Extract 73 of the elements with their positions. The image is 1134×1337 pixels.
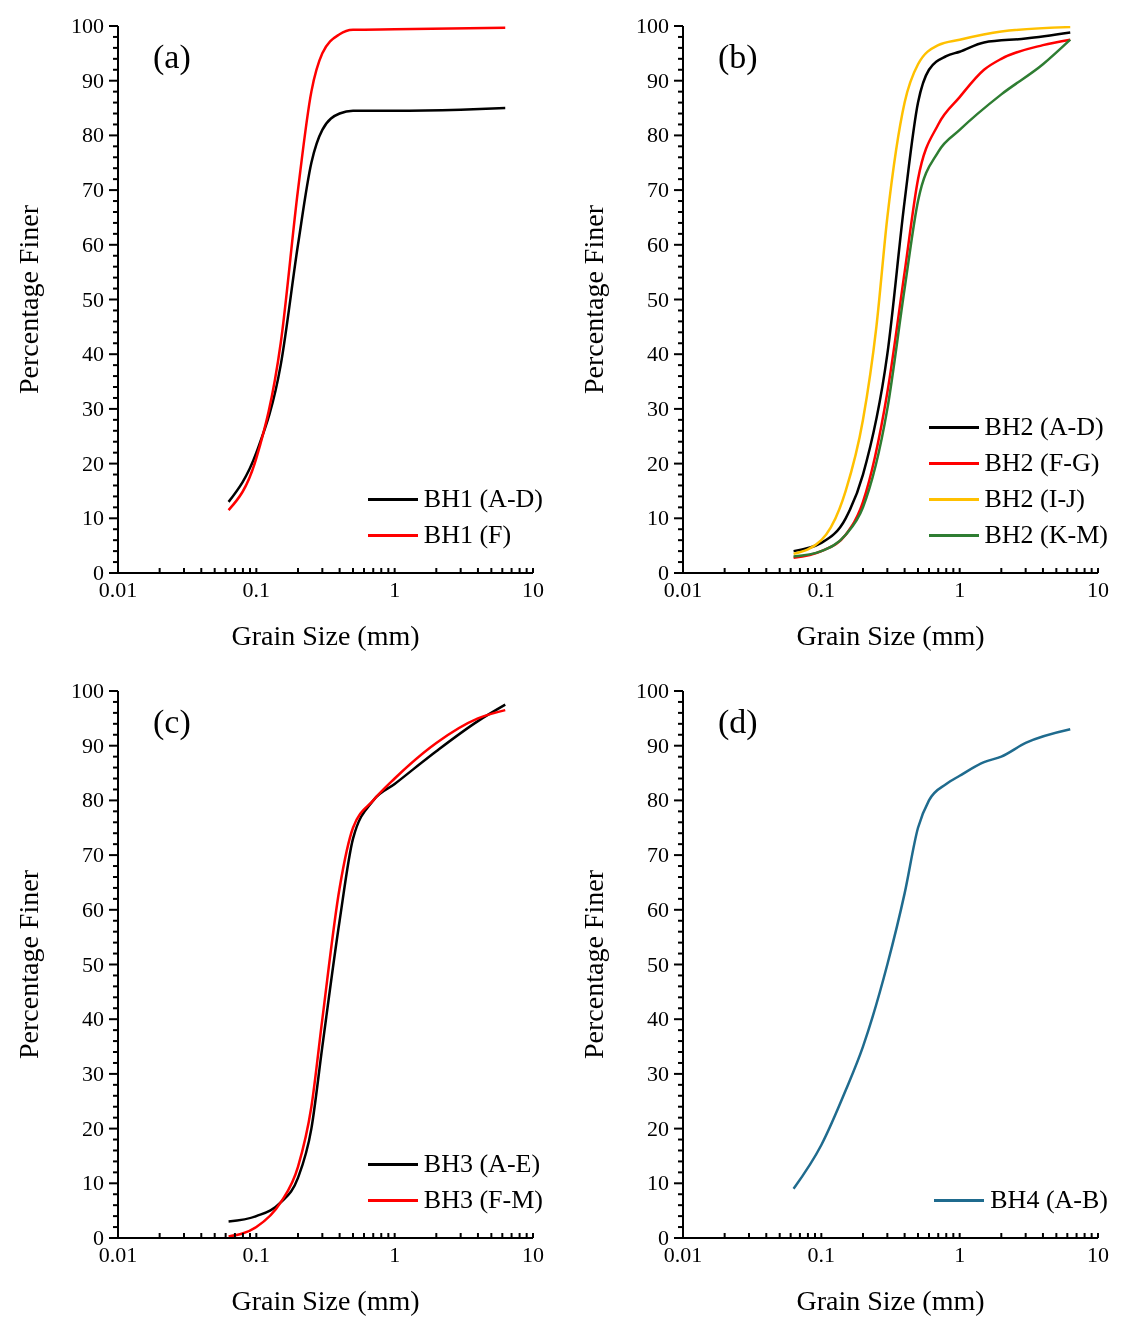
chart-title: (a) [153, 38, 191, 76]
y-tick-label: 70 [647, 177, 669, 203]
y-tick-label: 10 [82, 505, 104, 531]
legend-label: BH3 (F-M) [423, 1185, 543, 1215]
y-axis-title: Percentage Finer [12, 869, 44, 1059]
y-axis-title: Percentage Finer [577, 204, 609, 394]
y-tick-label: 80 [647, 787, 669, 813]
y-tick-label: 30 [647, 1060, 669, 1086]
legend-label: BH2 (A-D) [984, 412, 1104, 442]
y-tick-label: 80 [82, 787, 104, 813]
x-tick-label: 0.1 [242, 1242, 271, 1267]
y-tick-label: 100 [636, 678, 669, 703]
y-tick-label: 60 [647, 231, 669, 257]
y-tick-label: 60 [647, 896, 669, 922]
x-axis-title: Grain Size (mm) [231, 620, 420, 651]
legend-label: BH3 (A-E) [423, 1149, 541, 1179]
legend-label: BH2 (I-J) [984, 484, 1085, 514]
y-tick-label: 20 [82, 450, 104, 476]
y-tick-label: 30 [82, 1060, 104, 1086]
x-tick-label: 1 [389, 577, 401, 602]
x-axis-title: Grain Size (mm) [796, 620, 985, 651]
y-tick-label: 10 [82, 1170, 104, 1196]
x-tick-label: 0.1 [807, 577, 836, 602]
y-tick-label: 80 [82, 122, 104, 148]
x-tick-label: 0.1 [807, 1242, 836, 1267]
y-tick-label: 90 [647, 67, 669, 93]
legend-label: BH4 (A-B) [990, 1185, 1108, 1215]
y-tick-label: 20 [82, 1115, 104, 1141]
y-tick-label: 60 [82, 231, 104, 257]
y-tick-label: 90 [647, 732, 669, 758]
y-tick-label: 20 [647, 1115, 669, 1141]
x-tick-label: 10 [1087, 1242, 1109, 1267]
y-tick-label: 100 [71, 678, 104, 703]
y-tick-label: 10 [647, 1170, 669, 1196]
y-tick-label: 50 [82, 286, 104, 312]
y-tick-label: 20 [647, 450, 669, 476]
y-tick-label: 10 [647, 505, 669, 531]
y-tick-label: 30 [647, 395, 669, 421]
chart-title: (c) [153, 703, 191, 741]
x-tick-label: 1 [954, 577, 966, 602]
y-tick-label: 90 [82, 67, 104, 93]
legend-label: BH2 (F-G) [984, 448, 1100, 478]
y-tick-label: 70 [647, 842, 669, 868]
y-tick-label: 40 [647, 1006, 669, 1032]
y-tick-label: 30 [82, 395, 104, 421]
y-tick-label: 100 [71, 13, 104, 38]
x-tick-label: 10 [522, 1242, 544, 1267]
chart-title: (d) [718, 703, 758, 741]
chart-title: (b) [718, 38, 758, 76]
y-tick-label: 50 [647, 286, 669, 312]
y-tick-label: 100 [636, 13, 669, 38]
legend-label: BH1 (F) [423, 520, 512, 550]
x-axis-title: Grain Size (mm) [796, 1285, 985, 1316]
y-tick-label: 70 [82, 177, 104, 203]
y-tick-label: 60 [82, 896, 104, 922]
y-tick-label: 70 [82, 842, 104, 868]
y-axis-title: Percentage Finer [577, 869, 609, 1059]
x-tick-label: 1 [954, 1242, 966, 1267]
y-tick-label: 50 [647, 951, 669, 977]
legend-label: BH1 (A-D) [423, 484, 543, 514]
y-tick-label: 40 [82, 341, 104, 367]
x-tick-label: 0.1 [242, 577, 271, 602]
y-tick-label: 50 [82, 951, 104, 977]
y-tick-label: 80 [647, 122, 669, 148]
y-tick-label: 40 [647, 341, 669, 367]
x-tick-label: 10 [1087, 577, 1109, 602]
x-axis-title: Grain Size (mm) [231, 1285, 420, 1316]
legend-label: BH2 (K-M) [984, 520, 1108, 550]
x-tick-label: 10 [522, 577, 544, 602]
y-axis-title: Percentage Finer [12, 204, 44, 394]
y-tick-label: 40 [82, 1006, 104, 1032]
y-tick-label: 90 [82, 732, 104, 758]
x-tick-label: 1 [389, 1242, 401, 1267]
